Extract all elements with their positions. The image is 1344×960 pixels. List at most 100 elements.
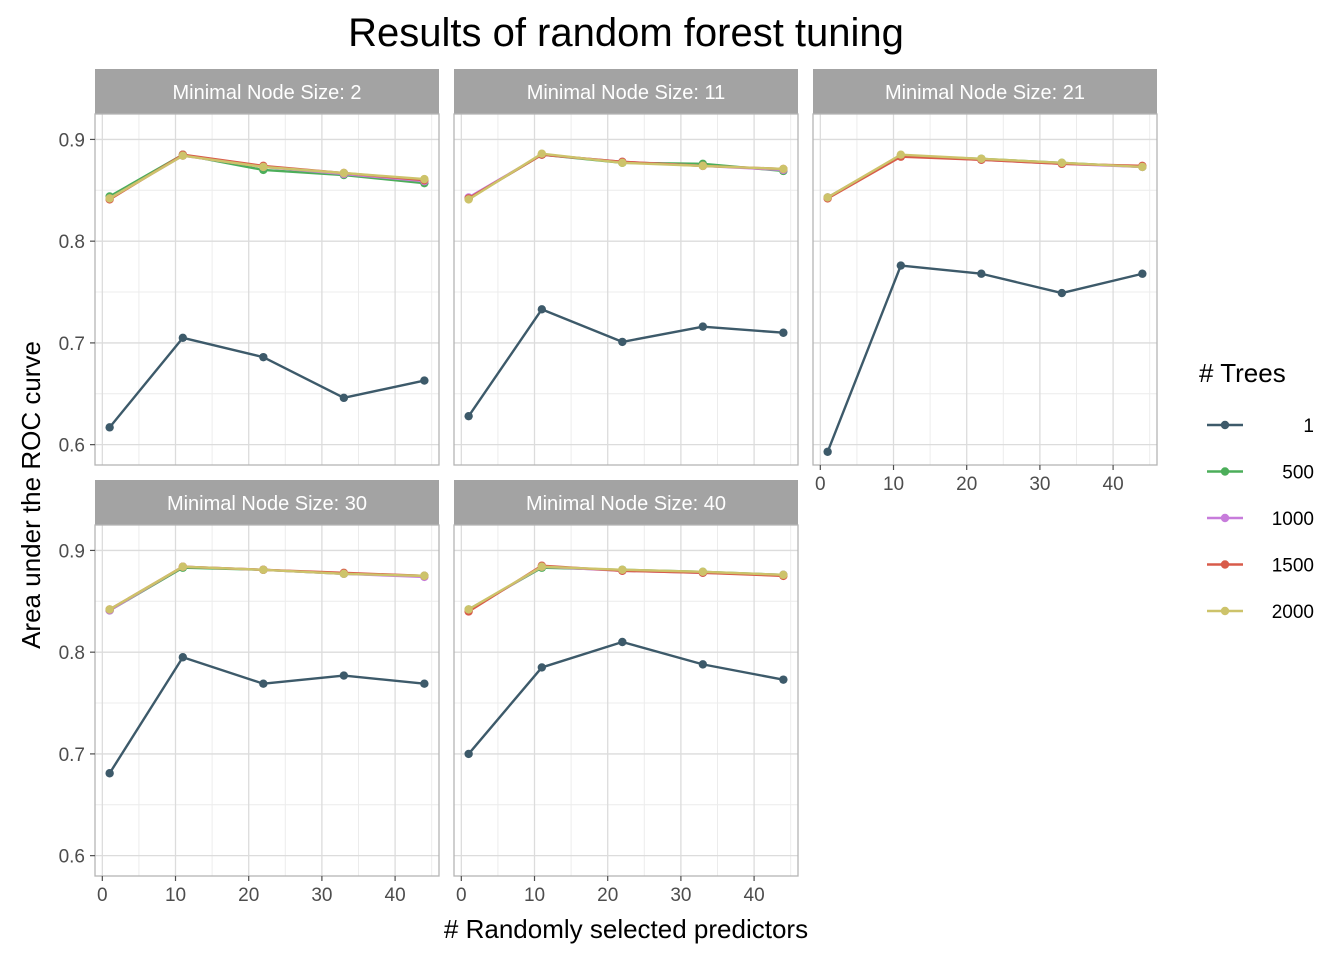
y-tick-label: 0.6	[59, 436, 85, 457]
y-tick-label: 0.8	[59, 643, 85, 664]
data-point-2000-trees	[259, 162, 268, 172]
legend-key-point	[1220, 467, 1230, 476]
data-point-1-trees	[779, 675, 788, 684]
data-point-2000-trees	[339, 168, 349, 178]
x-axis-title: # Randomly selected predictors	[444, 914, 808, 944]
legend-label: 1500	[1272, 556, 1314, 577]
data-point-2000-trees	[1138, 162, 1147, 172]
data-point-1-trees	[537, 305, 547, 314]
x-tick-label: 20	[597, 885, 618, 906]
data-point-2000-trees	[537, 149, 547, 158]
series-line-1-trees	[108, 656, 425, 774]
series-line-1500-trees	[827, 155, 1143, 200]
data-point-1-trees	[420, 376, 429, 385]
x-tick-label: 30	[311, 885, 332, 906]
data-point-2000-trees	[259, 565, 268, 574]
data-point-1-trees	[618, 637, 627, 647]
data-point-1-trees	[779, 328, 788, 337]
facet-strip	[95, 480, 439, 525]
panel-border	[453, 524, 799, 877]
series-line-1-trees	[826, 264, 1143, 453]
chart-title: Results of random forest tuning	[348, 11, 904, 55]
x-tick-label: 40	[1103, 474, 1124, 495]
data-point-1-trees	[464, 749, 473, 759]
data-point-1-trees	[1138, 269, 1147, 278]
facet-strip-label: Minimal Node Size: 30	[167, 493, 367, 515]
legend-item: 500	[1207, 463, 1314, 484]
facet-strip-label: Minimal Node Size: 11	[527, 82, 726, 104]
facet-panel: Minimal Node Size: 40 0 10 20 30 40	[453, 480, 799, 906]
x-tick-label: 0	[456, 885, 467, 906]
x-tick-label: 20	[956, 474, 977, 495]
facet-strip	[454, 69, 798, 114]
series-line-1-trees	[467, 308, 784, 417]
x-tick-label: 0	[97, 885, 108, 906]
data-point-1-trees	[823, 447, 832, 456]
series-line-2000-trees	[468, 565, 784, 611]
data-point-2000-trees	[178, 562, 188, 571]
series-line-1000-trees	[827, 154, 1143, 199]
legend-label: 500	[1282, 463, 1314, 484]
data-point-1-trees	[178, 653, 188, 662]
data-point-1-trees	[618, 337, 627, 347]
facet-strip	[813, 69, 1157, 114]
data-point-1-trees	[339, 393, 349, 403]
data-point-2000-trees	[464, 195, 473, 204]
facet-strip-label: Minimal Node Size: 2	[173, 82, 362, 104]
data-point-1-trees	[977, 269, 986, 278]
data-point-2000-trees	[420, 174, 429, 184]
series-line-1-trees	[467, 640, 784, 755]
data-point-2000-trees	[779, 164, 788, 174]
x-tick-label: 10	[524, 885, 545, 906]
data-point-1-trees	[698, 322, 708, 331]
facet-strip	[95, 69, 439, 114]
y-tick-label: 0.7	[59, 334, 85, 355]
legend-item: 1000	[1207, 509, 1314, 530]
legend-key-point	[1220, 513, 1230, 523]
y-tick-label: 0.9	[59, 541, 85, 562]
data-point-1-trees	[259, 352, 268, 362]
y-tick-label: 0.7	[59, 745, 85, 766]
facet-panel: Minimal Node Size: 2 0.6 0.7 0.8 0.9	[59, 69, 440, 466]
data-point-1-trees	[420, 679, 429, 688]
y-tick-label: 0.8	[59, 232, 85, 253]
x-tick-label: 0	[815, 474, 826, 495]
panel-border	[812, 113, 1158, 466]
legend-label: 2000	[1272, 602, 1314, 623]
x-tick-label: 40	[385, 885, 406, 906]
data-point-1-trees	[896, 261, 906, 270]
data-point-1-trees	[105, 769, 114, 778]
legend-item: 2000	[1207, 602, 1314, 623]
data-point-2000-trees	[823, 193, 832, 202]
legend-label: 1	[1303, 416, 1314, 437]
series-line-1500-trees	[109, 565, 425, 611]
facet-strip-label: Minimal Node Size: 21	[885, 82, 1085, 104]
x-tick-label: 30	[1029, 474, 1050, 495]
legend-key-point	[1220, 560, 1230, 569]
series-line-500-trees	[827, 154, 1143, 199]
data-point-1-trees	[1057, 288, 1067, 298]
data-point-2000-trees	[618, 158, 627, 168]
data-point-1-trees	[178, 333, 188, 343]
data-point-2000-trees	[1057, 158, 1067, 168]
legend-item: 1	[1207, 416, 1314, 437]
data-point-1-trees	[339, 671, 349, 680]
data-point-2000-trees	[698, 161, 708, 171]
data-point-2000-trees	[339, 569, 349, 579]
legend-item: 1500	[1207, 556, 1314, 577]
legend-label: 1000	[1272, 509, 1314, 530]
data-point-2000-trees	[896, 150, 906, 159]
data-point-2000-trees	[178, 151, 188, 160]
data-point-2000-trees	[105, 194, 114, 203]
panel-border	[94, 113, 440, 466]
data-point-1-trees	[698, 660, 708, 669]
data-point-1-trees	[537, 663, 547, 672]
legend-key-point	[1220, 606, 1230, 616]
series-line-1500-trees	[109, 153, 425, 201]
data-point-2000-trees	[698, 567, 708, 576]
data-point-2000-trees	[779, 570, 788, 580]
facet-strip	[454, 480, 798, 525]
facet-panel: Minimal Node Size: 30 0.6 0.7 0.8 0.9 0 10 20 30…	[59, 480, 440, 906]
